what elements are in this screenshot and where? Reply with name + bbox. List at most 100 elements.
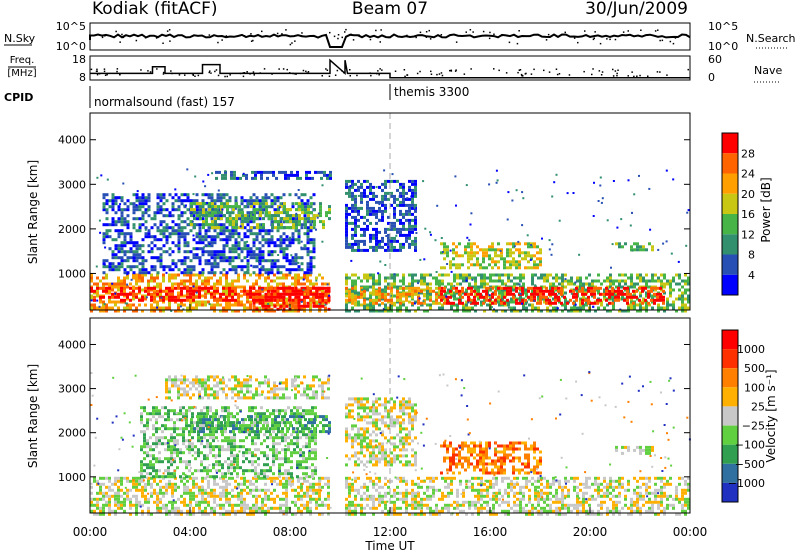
cell	[288, 476, 291, 480]
cell	[264, 304, 268, 308]
cell	[240, 303, 243, 307]
cell	[500, 301, 503, 305]
cell	[168, 485, 171, 489]
cell	[539, 292, 542, 296]
cell	[233, 170, 236, 174]
cell	[420, 276, 423, 280]
cell	[256, 202, 259, 206]
noise-cell	[518, 283, 521, 286]
cell	[201, 217, 205, 221]
cell	[192, 214, 196, 218]
cell	[636, 309, 639, 313]
cell	[639, 309, 642, 313]
cell	[123, 271, 127, 275]
noise-cell	[468, 239, 471, 242]
cell	[573, 309, 576, 313]
cell	[210, 292, 213, 296]
cell	[310, 202, 313, 206]
cell	[582, 306, 585, 310]
cell	[228, 214, 232, 218]
cell	[99, 295, 102, 299]
nsearch-point	[609, 38, 611, 41]
cell	[216, 494, 219, 498]
nsearch-point	[472, 31, 474, 33]
cell	[402, 182, 405, 186]
cell	[228, 294, 231, 298]
cell	[411, 218, 414, 222]
cell	[249, 232, 253, 236]
noise-cell	[214, 261, 217, 264]
cell	[468, 309, 471, 313]
cell	[470, 263, 473, 267]
noise-cell	[300, 240, 303, 243]
cell	[324, 289, 328, 293]
cell	[393, 303, 396, 307]
cell	[650, 289, 653, 293]
cell	[192, 491, 195, 495]
cell	[279, 276, 282, 280]
cell	[303, 276, 306, 280]
cell	[587, 289, 590, 293]
cell	[210, 250, 214, 254]
cell	[231, 235, 235, 239]
nave-point	[430, 73, 433, 75]
cell	[231, 229, 235, 233]
cell	[186, 509, 189, 513]
noise-cell	[429, 231, 432, 234]
cell	[123, 292, 126, 296]
cell	[474, 276, 477, 280]
cell	[309, 220, 313, 224]
cell	[216, 208, 220, 212]
cell	[393, 279, 396, 283]
cell	[117, 476, 120, 480]
cell	[207, 479, 210, 483]
cell	[375, 230, 378, 234]
cell	[483, 297, 486, 301]
cell	[549, 294, 552, 298]
cell	[234, 298, 237, 302]
nsky-tick-top: 10^5	[56, 20, 86, 33]
nave-point	[639, 74, 641, 77]
cell	[279, 282, 282, 286]
cell	[90, 503, 93, 507]
cell	[120, 259, 124, 263]
noise-cell	[541, 237, 543, 240]
cell	[267, 494, 270, 498]
cell	[393, 276, 396, 280]
cell	[204, 292, 207, 296]
cell	[126, 494, 129, 498]
noise-cell	[393, 273, 396, 276]
cell	[363, 194, 366, 198]
cell	[126, 297, 129, 301]
cell	[199, 205, 202, 209]
cell	[255, 494, 258, 498]
cell	[273, 199, 277, 203]
cell	[246, 223, 250, 227]
nsearch-point	[606, 38, 608, 40]
cell	[225, 238, 229, 242]
cell	[144, 494, 147, 498]
cell	[449, 295, 452, 299]
cell	[280, 217, 283, 221]
cell	[509, 260, 512, 264]
cell	[630, 245, 633, 249]
cell	[411, 224, 414, 228]
cell	[599, 298, 602, 302]
nave-point	[343, 71, 345, 74]
cell	[663, 291, 666, 295]
cell	[506, 254, 509, 258]
cell	[219, 232, 223, 236]
cell	[234, 479, 237, 483]
cell	[485, 295, 488, 299]
cell	[573, 282, 576, 286]
cell	[639, 300, 642, 304]
cell	[159, 229, 163, 233]
cell	[202, 223, 205, 227]
cell	[177, 199, 181, 203]
cell	[351, 288, 354, 292]
cell	[132, 208, 136, 212]
noise-cell	[574, 281, 577, 284]
cell	[132, 294, 135, 298]
cell	[381, 297, 384, 301]
cell	[615, 291, 618, 295]
